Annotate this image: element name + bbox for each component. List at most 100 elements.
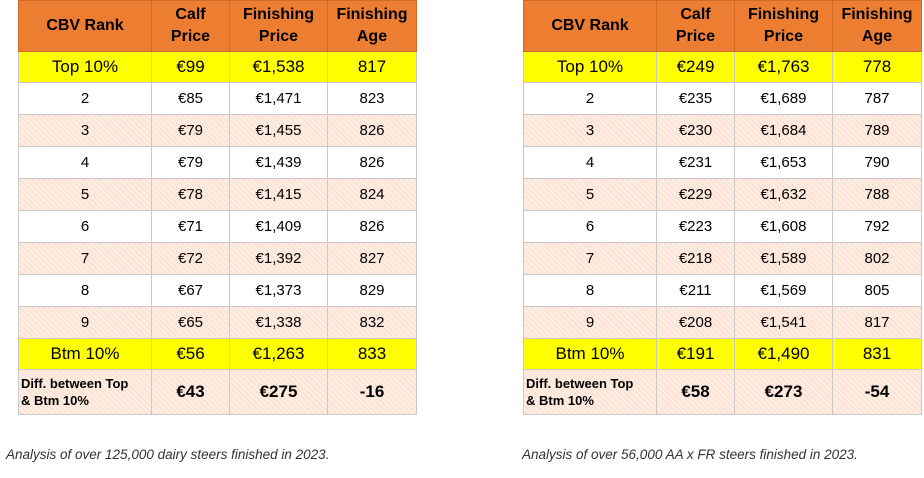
difference-row: Diff. between Top & Btm 10% €43 €275 -16 bbox=[18, 369, 417, 415]
table-cell: €1,373 bbox=[229, 274, 328, 307]
table-cell: €1,471 bbox=[229, 82, 328, 115]
table-cell: €1,392 bbox=[229, 242, 328, 275]
column-header: CBV Rank bbox=[523, 0, 657, 52]
table-cell: €1,538 bbox=[229, 51, 328, 83]
column-header: Calf Price bbox=[656, 0, 735, 52]
column-header-text: Age bbox=[861, 28, 893, 45]
table-cell: €231 bbox=[656, 146, 735, 179]
table-cell: 826 bbox=[327, 146, 417, 179]
caption-aa-fr: Analysis of over 56,000 AA x FR steers f… bbox=[522, 447, 858, 462]
difference-value: -16 bbox=[327, 369, 417, 415]
table-row: 9 €208 €1,541 817 bbox=[523, 306, 922, 339]
cbv-table-dairy: CBV Rank Calf Price Finishing Price Finishing… bbox=[18, 0, 417, 415]
table-cell: 788 bbox=[832, 178, 922, 211]
table-cell: 824 bbox=[327, 178, 417, 211]
table-row: 3 €230 €1,684 789 bbox=[523, 114, 922, 147]
table-cell: €1,608 bbox=[734, 210, 833, 243]
table-cell: €249 bbox=[656, 51, 735, 83]
table-row: 9 €65 €1,338 832 bbox=[18, 306, 417, 339]
table-cell: 817 bbox=[832, 306, 922, 339]
table-cell: Top 10% bbox=[523, 51, 657, 83]
column-header-text: Price bbox=[170, 28, 211, 45]
table-cell: 778 bbox=[832, 51, 922, 83]
table-cell: 8 bbox=[18, 274, 152, 307]
table-cell: 7 bbox=[523, 242, 657, 275]
table-row: 7 €218 €1,589 802 bbox=[523, 242, 922, 275]
table-cell: 8 bbox=[523, 274, 657, 307]
column-header-text: Finishing bbox=[336, 6, 408, 23]
column-header-text: CBV Rank bbox=[551, 17, 629, 34]
table-cell: €79 bbox=[151, 146, 230, 179]
column-header-text: Age bbox=[356, 28, 388, 45]
column-header: CBV Rank bbox=[18, 0, 152, 52]
table-cell: 3 bbox=[523, 114, 657, 147]
table-cell: €1,684 bbox=[734, 114, 833, 147]
header-row: CBV Rank Calf Price Finishing Price Finishing… bbox=[18, 0, 417, 52]
table-cell: €1,338 bbox=[229, 306, 328, 339]
table-cell: €235 bbox=[656, 82, 735, 115]
table-row: 6 €223 €1,608 792 bbox=[523, 210, 922, 243]
table-cell: 9 bbox=[523, 306, 657, 339]
table-cell: 2 bbox=[523, 82, 657, 115]
difference-label-line2: & Btm 10% bbox=[21, 393, 89, 408]
table-cell: €72 bbox=[151, 242, 230, 275]
table-cell: 802 bbox=[832, 242, 922, 275]
column-header-text: CBV Rank bbox=[46, 17, 124, 34]
table-cell: 823 bbox=[327, 82, 417, 115]
column-header: Calf Price bbox=[151, 0, 230, 52]
table-cell: 6 bbox=[18, 210, 152, 243]
table-cell: €1,490 bbox=[734, 338, 833, 370]
difference-row: Diff. between Top & Btm 10% €58 €273 -54 bbox=[523, 369, 922, 415]
aa-fr-steers-table-panel: CBV Rank Calf Price Finishing Price Finishing… bbox=[523, 0, 922, 415]
table-cell: 826 bbox=[327, 114, 417, 147]
column-header-text: Calf bbox=[680, 6, 711, 23]
difference-value: €275 bbox=[229, 369, 328, 415]
table-cell: €71 bbox=[151, 210, 230, 243]
column-header: Finishing Age bbox=[327, 0, 417, 52]
table-cell: €79 bbox=[151, 114, 230, 147]
difference-label-line2: & Btm 10% bbox=[526, 393, 594, 408]
column-header-text: Finishing bbox=[242, 6, 315, 23]
column-header-text: Calf bbox=[175, 6, 206, 23]
table-row: 4 €79 €1,439 826 bbox=[18, 146, 417, 179]
difference-value: -54 bbox=[832, 369, 922, 415]
difference-label: Diff. between Top & Btm 10% bbox=[18, 369, 152, 415]
table-cell: 3 bbox=[18, 114, 152, 147]
table-cell: €67 bbox=[151, 274, 230, 307]
column-header: Finishing Price bbox=[229, 0, 328, 52]
table-cell: €1,439 bbox=[229, 146, 328, 179]
table-cell: 2 bbox=[18, 82, 152, 115]
table-cell: €99 bbox=[151, 51, 230, 83]
table-cell: 789 bbox=[832, 114, 922, 147]
table-cell: €1,763 bbox=[734, 51, 833, 83]
table-cell: €1,541 bbox=[734, 306, 833, 339]
table-row: 4 €231 €1,653 790 bbox=[523, 146, 922, 179]
top-10-row: Top 10% €249 €1,763 778 bbox=[523, 51, 922, 83]
table-cell: €223 bbox=[656, 210, 735, 243]
difference-label-line1: Diff. between Top bbox=[21, 376, 129, 391]
table-cell: €78 bbox=[151, 178, 230, 211]
column-header-text: Finishing bbox=[841, 6, 913, 23]
column-header-text: Price bbox=[763, 28, 804, 45]
table-row: 5 €229 €1,632 788 bbox=[523, 178, 922, 211]
difference-value: €43 bbox=[151, 369, 230, 415]
table-cell: €1,689 bbox=[734, 82, 833, 115]
table-cell: 833 bbox=[327, 338, 417, 370]
table-cell: €211 bbox=[656, 274, 735, 307]
table-cell: 792 bbox=[832, 210, 922, 243]
table-cell: 831 bbox=[832, 338, 922, 370]
table-cell: €208 bbox=[656, 306, 735, 339]
table-cell: €1,569 bbox=[734, 274, 833, 307]
table-cell: 4 bbox=[523, 146, 657, 179]
table-cell: 832 bbox=[327, 306, 417, 339]
table-row: 3 €79 €1,455 826 bbox=[18, 114, 417, 147]
top-10-row: Top 10% €99 €1,538 817 bbox=[18, 51, 417, 83]
table-cell: 6 bbox=[523, 210, 657, 243]
table-cell: 827 bbox=[327, 242, 417, 275]
caption-dairy: Analysis of over 125,000 dairy steers fi… bbox=[6, 447, 330, 462]
dairy-steers-table-panel: CBV Rank Calf Price Finishing Price Finishing… bbox=[18, 0, 417, 415]
table-cell: €85 bbox=[151, 82, 230, 115]
table-cell: €1,455 bbox=[229, 114, 328, 147]
table-cell: €56 bbox=[151, 338, 230, 370]
table-cell: Top 10% bbox=[18, 51, 152, 83]
